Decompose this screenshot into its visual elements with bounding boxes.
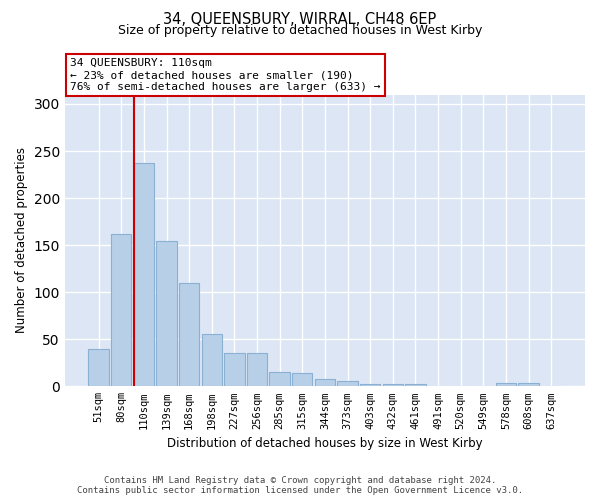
Bar [111, 234, 131, 386]
Text: Size of property relative to detached houses in West Kirby: Size of property relative to detached ho… [118, 24, 482, 37]
Bar [518, 384, 539, 386]
Bar [405, 384, 425, 386]
Bar [157, 242, 176, 386]
Text: 34, QUEENSBURY, WIRRAL, CH48 6EP: 34, QUEENSBURY, WIRRAL, CH48 6EP [163, 12, 437, 28]
Bar [247, 354, 267, 386]
Bar [496, 384, 516, 386]
Text: Contains HM Land Registry data © Crown copyright and database right 2024.
Contai: Contains HM Land Registry data © Crown c… [77, 476, 523, 495]
Bar [269, 372, 290, 386]
Y-axis label: Number of detached properties: Number of detached properties [15, 148, 28, 334]
X-axis label: Distribution of detached houses by size in West Kirby: Distribution of detached houses by size … [167, 437, 483, 450]
Bar [202, 334, 222, 386]
Bar [88, 348, 109, 387]
Bar [292, 373, 313, 386]
Bar [383, 384, 403, 386]
Bar [179, 283, 199, 387]
Bar [315, 379, 335, 386]
Bar [224, 354, 245, 386]
Text: 34 QUEENSBURY: 110sqm
← 23% of detached houses are smaller (190)
76% of semi-det: 34 QUEENSBURY: 110sqm ← 23% of detached … [70, 58, 380, 92]
Bar [360, 384, 380, 386]
Bar [337, 380, 358, 386]
Bar [134, 164, 154, 386]
